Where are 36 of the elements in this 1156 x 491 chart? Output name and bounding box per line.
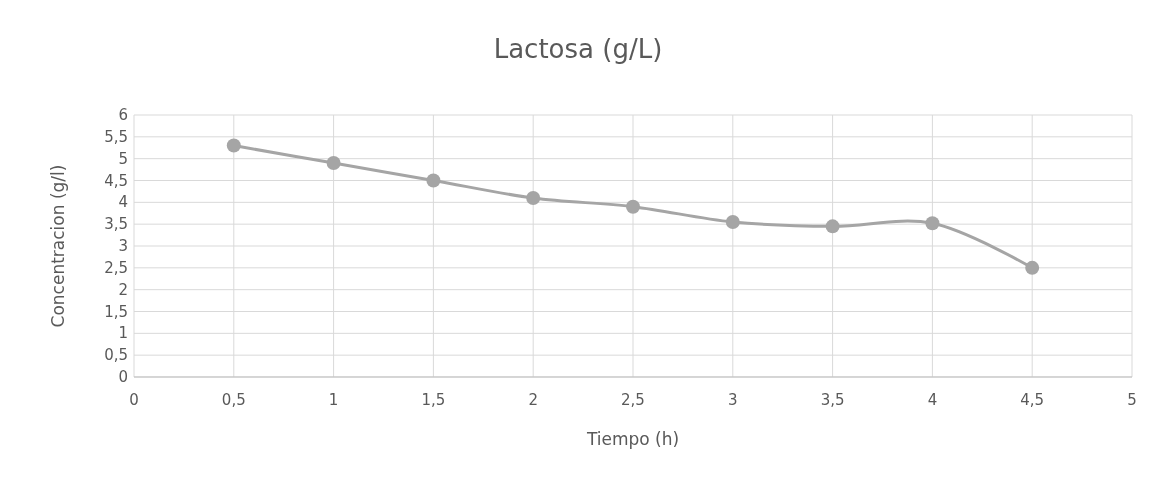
point [626, 199, 640, 214]
point [1025, 260, 1040, 275]
y-tick-label: 6 [118, 106, 128, 124]
y-tick-label: 1,5 [104, 302, 128, 321]
y-tick-label: 5 [118, 149, 128, 168]
point [426, 173, 441, 188]
point [526, 190, 541, 205]
x-tick-label: 3 [728, 391, 738, 409]
x-tick-label: 5 [1127, 391, 1137, 409]
y-tick-label: 2 [118, 280, 128, 299]
x-tick-label: 3,5 [820, 391, 845, 409]
x-tick-label: 1 [328, 391, 339, 409]
y-axis-title: Concentracion (g/l) [48, 164, 68, 328]
y-tick-label: 3 [118, 237, 128, 255]
chart-title: Lactosa (g/L) [493, 34, 663, 64]
x-tick-label: 1,5 [421, 391, 446, 409]
y-tick-label: 5,5 [104, 127, 128, 146]
point [226, 138, 241, 153]
x-tick-label: 2,5 [621, 391, 645, 409]
point [326, 156, 341, 171]
y-tick-label: 4 [118, 193, 128, 212]
x-tick-label: 0,5 [221, 391, 246, 409]
y-tick-label: 4,5 [104, 171, 128, 190]
y-tick-label: 1 [118, 324, 128, 343]
x-tick-label: 0 [129, 391, 139, 409]
x-tick-label: 4,5 [1020, 391, 1045, 409]
x-tick-label: 4 [927, 391, 938, 409]
point [825, 219, 840, 234]
point [725, 214, 740, 229]
point [925, 216, 940, 231]
y-tick-label: 3,5 [104, 215, 128, 234]
y-tick-label: 2,5 [104, 258, 128, 277]
y-tick-label: 0,5 [104, 346, 128, 365]
y-tick-label: 0 [118, 368, 128, 386]
x-tick-label: 2 [528, 391, 538, 409]
x-axis-title: Tiempo (h) [585, 429, 680, 449]
